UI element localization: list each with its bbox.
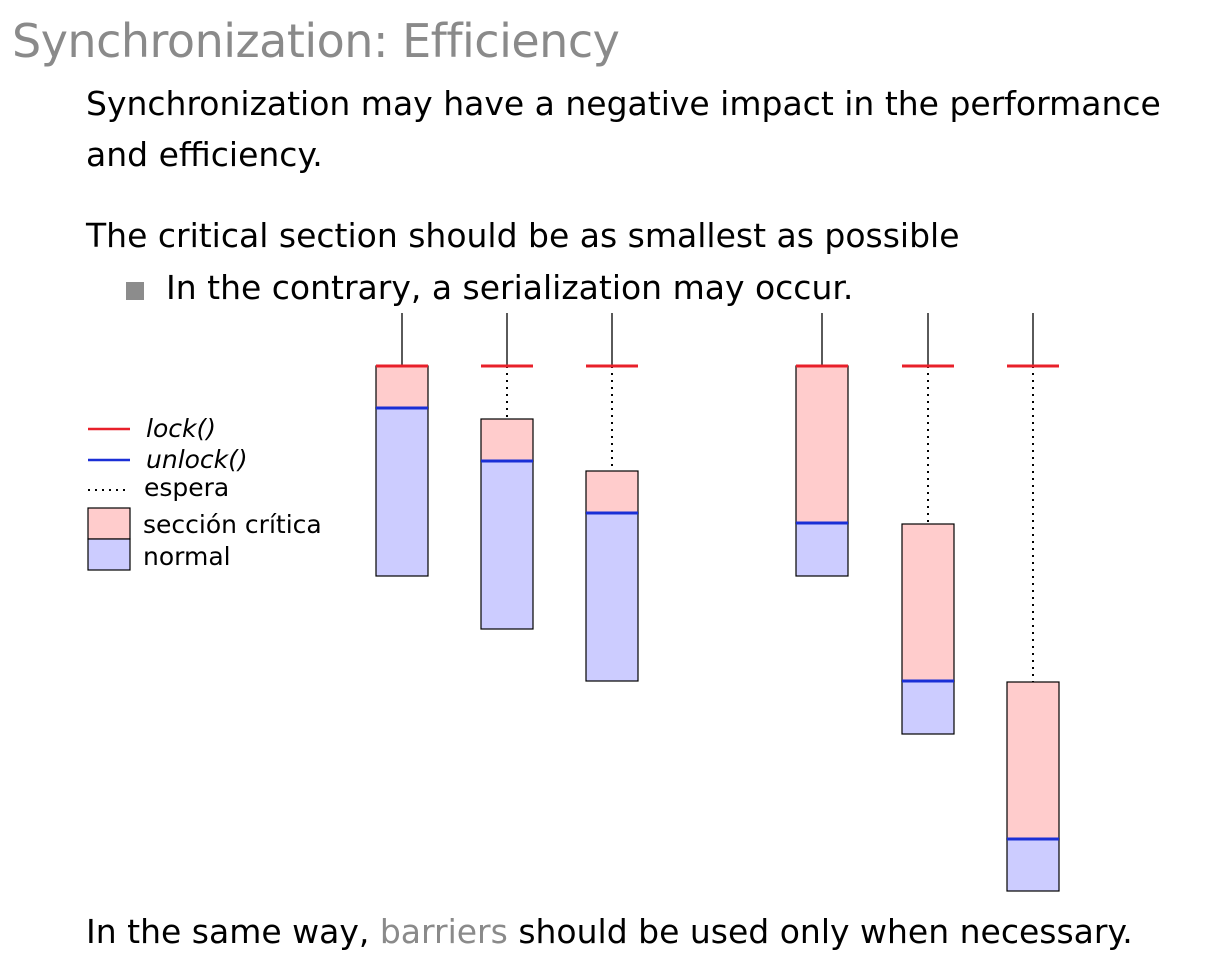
critical-section-block xyxy=(375,365,429,409)
critical-section-block xyxy=(480,418,534,462)
bullet-serialization-text: In the contrary, a serialization may occ… xyxy=(166,268,854,307)
legend-critical-label: sección crítica xyxy=(143,510,322,539)
thread-3 xyxy=(585,313,639,682)
critical-section-block xyxy=(901,523,955,682)
critical-section-block xyxy=(795,365,849,524)
normal-block xyxy=(901,680,955,735)
thread-group-large-critical xyxy=(795,313,1060,892)
thread-6 xyxy=(1006,313,1060,892)
thread-4 xyxy=(795,313,849,577)
paragraph-barriers: In the same way, barriers should be used… xyxy=(86,906,1133,957)
legend-normal-label: normal xyxy=(143,542,231,571)
thread-group-small-critical xyxy=(375,313,639,682)
legend: lock() unlock() espera sección crítica n… xyxy=(87,414,322,571)
legend-wait-label: espera xyxy=(144,473,229,502)
normal-block xyxy=(795,522,849,577)
legend-lock-label: lock() xyxy=(146,414,216,443)
critical-section-block xyxy=(585,470,639,514)
normal-block xyxy=(1006,838,1060,892)
bullet-square-icon xyxy=(126,282,144,300)
barriers-highlight: barriers xyxy=(379,912,508,951)
legend-normal-swatch xyxy=(87,538,131,571)
paragraph-critical-section: The critical section should be as smalle… xyxy=(86,216,960,255)
critical-section-block xyxy=(1006,681,1060,840)
thread-2 xyxy=(480,313,534,630)
thread-5 xyxy=(901,313,955,735)
normal-block xyxy=(480,460,534,630)
thread-1 xyxy=(375,313,429,577)
normal-block xyxy=(375,407,429,577)
legend-unlock-label: unlock() xyxy=(146,445,248,474)
normal-block xyxy=(585,512,639,682)
paragraph-performance: Synchronization may have a negative impa… xyxy=(86,78,1161,180)
paragraph-performance-line2: and efficiency. xyxy=(86,135,323,174)
slide-title: Synchronization: Efficiency xyxy=(12,14,620,68)
legend-critical-swatch xyxy=(87,507,131,540)
paragraph-barriers-after: should be used only when necessary. xyxy=(507,912,1133,951)
paragraph-barriers-before: In the same way, xyxy=(86,912,380,951)
paragraph-performance-line1: Synchronization may have a negative impa… xyxy=(86,84,1161,123)
